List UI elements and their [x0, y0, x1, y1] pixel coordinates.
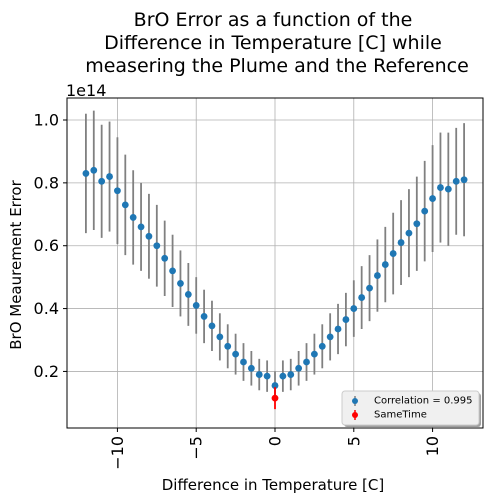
data-point	[405, 229, 413, 237]
y-tick-label: 0.4	[34, 299, 59, 318]
data-point	[184, 291, 192, 298]
data-point	[98, 177, 106, 185]
plot-area: −10 −5 0 5 10 0.2 0.4 0.6 0.8 1.0 Correlation = 0.…	[34, 97, 484, 470]
data-point	[358, 294, 366, 301]
data-point	[287, 371, 295, 378]
x-tick-label: −5	[187, 436, 206, 460]
data-point	[413, 220, 421, 228]
chart-title-line-3: measering the Plume and the Reference	[85, 55, 469, 77]
data-point	[452, 177, 460, 185]
data-point	[303, 358, 310, 366]
x-axis-label: Difference in Temperature [C]	[162, 476, 385, 494]
legend: Correlation = 0.995 SameTime	[341, 390, 481, 427]
data-point	[106, 173, 113, 180]
data-point	[334, 325, 342, 333]
legend-box	[341, 390, 480, 426]
data-point	[263, 372, 271, 380]
data-point	[129, 214, 137, 221]
y-axis-multiplier: 1e14	[66, 81, 106, 100]
data-point	[381, 261, 389, 268]
data-point	[255, 371, 263, 378]
data-point	[429, 195, 436, 202]
data-point	[90, 166, 98, 174]
data-point	[437, 184, 444, 191]
data-point	[145, 232, 153, 240]
series-sametime	[271, 387, 279, 410]
data-point	[177, 280, 184, 287]
x-tick-label: 0	[266, 436, 285, 446]
y-tick-label: 1.0	[34, 111, 59, 130]
data-point	[271, 382, 279, 389]
data-point	[114, 187, 121, 195]
data-point	[161, 254, 169, 262]
data-point	[421, 207, 429, 215]
legend-marker	[352, 412, 358, 418]
y-tick-label: 0.6	[34, 236, 59, 255]
data-point	[208, 322, 216, 330]
data-point	[326, 333, 334, 341]
x-axis-ticks: −10 −5 0 5 10	[108, 428, 442, 470]
data-point	[279, 372, 287, 380]
data-point	[318, 342, 326, 350]
y-tick-label: 0.2	[34, 362, 59, 381]
y-axis-label: BrO Meaurement Error	[7, 179, 25, 349]
data-point	[121, 201, 129, 209]
data-point	[137, 223, 145, 231]
data-point	[169, 267, 176, 275]
chart-title: BrO Error as a function of the Differenc…	[85, 9, 469, 77]
data-point	[460, 176, 468, 184]
data-point	[342, 316, 350, 323]
data-point	[310, 350, 318, 358]
data-point	[240, 358, 247, 366]
data-point	[153, 242, 161, 250]
data-point	[200, 313, 208, 320]
data-point	[397, 239, 405, 246]
y-tick-label: 0.8	[34, 173, 59, 192]
x-tick-label: −10	[108, 436, 127, 470]
data-point	[350, 305, 358, 312]
series-correlation	[82, 110, 468, 400]
data-point	[271, 394, 279, 402]
legend-label: SameTime	[374, 410, 427, 421]
chart-title-line-2: Difference in Temperature [C] while	[104, 32, 442, 54]
legend-marker	[352, 398, 358, 404]
x-tick-label: 5	[344, 436, 363, 446]
chart-title-line-1: BrO Error as a function of the	[134, 9, 413, 31]
data-point	[224, 342, 232, 350]
data-point	[232, 350, 240, 358]
data-point	[295, 364, 303, 372]
data-point	[216, 333, 224, 341]
data-point	[192, 302, 200, 309]
data-point	[247, 364, 255, 372]
legend-label: Correlation = 0.995	[374, 396, 473, 407]
data-point	[366, 284, 373, 292]
data-point	[444, 185, 452, 193]
data-point	[389, 250, 397, 257]
data-point	[374, 272, 381, 279]
y-axis-ticks: 0.2 0.4 0.6 0.8 1.0	[34, 111, 67, 381]
x-tick-label: 10	[423, 436, 442, 456]
data-point	[82, 170, 90, 177]
